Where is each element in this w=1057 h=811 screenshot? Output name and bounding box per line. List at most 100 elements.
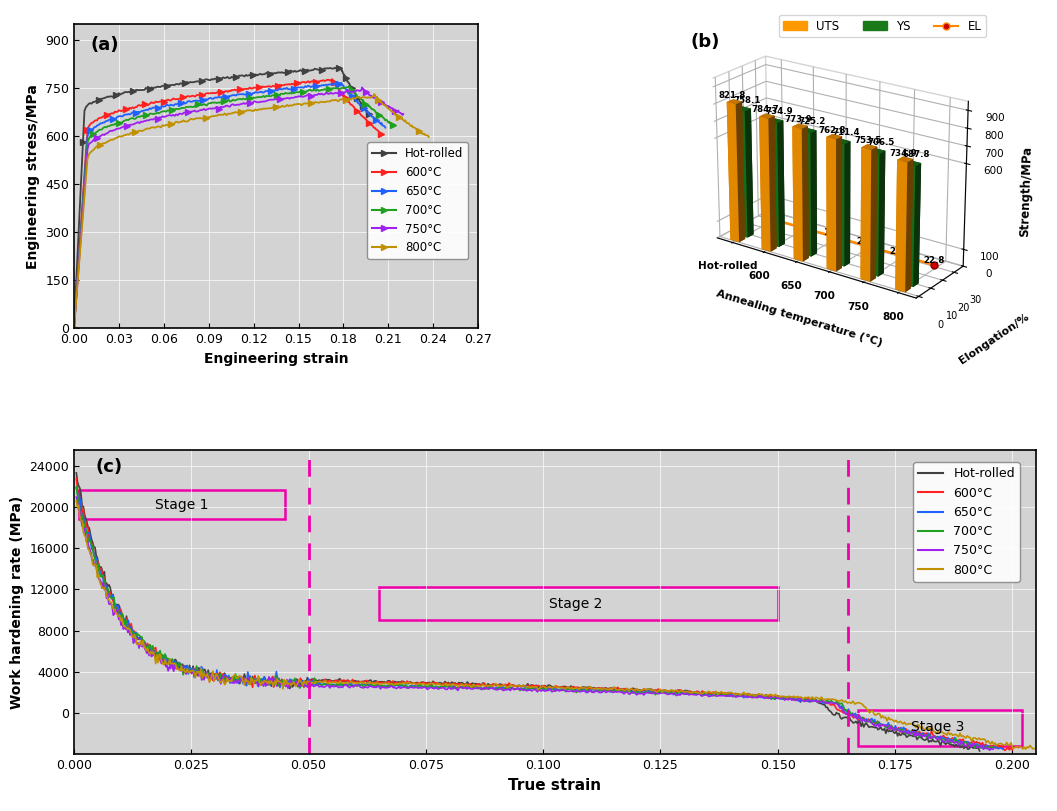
700°C xyxy=(70,482,82,491)
650°C xyxy=(222,671,235,680)
800°C xyxy=(220,678,233,688)
750°C xyxy=(376,98,389,108)
700°C xyxy=(757,692,769,702)
650°C xyxy=(752,692,764,702)
Line: 650°C: 650°C xyxy=(76,488,1003,749)
800°C xyxy=(1019,744,1032,754)
Legend: UTS, YS, EL: UTS, YS, EL xyxy=(779,15,986,37)
650°C xyxy=(335,78,348,88)
800°C xyxy=(395,114,408,123)
Legend: Hot-rolled, 600°C, 650°C, 700°C, 750°C, 800°C: Hot-rolled, 600°C, 650°C, 700°C, 750°C, … xyxy=(368,142,468,260)
650°C xyxy=(282,680,295,689)
750°C xyxy=(70,492,82,502)
700°C xyxy=(987,742,1000,752)
800°C xyxy=(68,324,80,333)
Hot-rolled xyxy=(199,75,211,84)
650°C xyxy=(293,679,305,689)
Text: Stage 3: Stage 3 xyxy=(911,720,964,735)
800°C xyxy=(278,102,291,112)
Line: 650°C: 650°C xyxy=(71,79,389,332)
Y-axis label: Work hardening rate (MPa): Work hardening rate (MPa) xyxy=(10,496,23,709)
800°C xyxy=(423,132,435,142)
Hot-rolled xyxy=(739,690,752,700)
Hot-rolled xyxy=(208,74,221,84)
700°C xyxy=(260,91,273,101)
Y-axis label: Elongation/%: Elongation/% xyxy=(957,312,1031,367)
Hot-rolled xyxy=(973,746,986,756)
800°C xyxy=(771,691,783,701)
Bar xyxy=(78,491,285,519)
750°C xyxy=(517,685,530,695)
Hot-rolled xyxy=(112,88,125,98)
750°C xyxy=(117,122,130,131)
Line: 600°C: 600°C xyxy=(71,76,384,332)
Legend: Hot-rolled, 600°C, 650°C, 700°C, 750°C, 800°C: Hot-rolled, 600°C, 650°C, 700°C, 750°C, … xyxy=(913,462,1020,581)
650°C xyxy=(997,744,1009,754)
X-axis label: Annealing temperature (°C): Annealing temperature (°C) xyxy=(715,288,884,348)
700°C xyxy=(261,92,274,101)
800°C xyxy=(226,108,239,118)
800°C xyxy=(119,131,132,140)
750°C xyxy=(220,101,233,110)
Line: 700°C: 700°C xyxy=(76,487,994,749)
700°C xyxy=(387,120,400,130)
600°C xyxy=(1006,745,1019,755)
Hot-rolled xyxy=(68,324,80,333)
800°C xyxy=(278,675,291,684)
600°C xyxy=(68,324,80,333)
650°C xyxy=(255,87,267,97)
Hot-rolled xyxy=(256,70,268,79)
Line: 750°C: 750°C xyxy=(76,497,994,750)
Line: 700°C: 700°C xyxy=(71,83,396,332)
750°C xyxy=(270,679,282,689)
Line: 800°C: 800°C xyxy=(71,91,432,332)
600°C xyxy=(289,677,301,687)
700°C xyxy=(342,81,355,91)
Text: Stage 2: Stage 2 xyxy=(550,597,602,611)
Hot-rolled xyxy=(363,109,375,118)
600°C xyxy=(251,83,263,92)
700°C xyxy=(365,103,377,113)
Hot-rolled xyxy=(516,681,528,691)
Line: Hot-rolled: Hot-rolled xyxy=(76,473,980,751)
750°C xyxy=(356,83,369,92)
600°C xyxy=(999,745,1012,755)
750°C xyxy=(214,676,226,685)
600°C xyxy=(114,106,127,116)
650°C xyxy=(200,94,212,104)
650°C xyxy=(379,122,392,132)
700°C xyxy=(980,744,993,753)
X-axis label: True strain: True strain xyxy=(508,778,601,792)
800°C xyxy=(1030,744,1042,753)
600°C xyxy=(374,129,387,139)
Hot-rolled xyxy=(772,693,784,703)
Line: 600°C: 600°C xyxy=(76,478,1013,750)
600°C xyxy=(248,83,261,92)
Line: 750°C: 750°C xyxy=(71,84,407,332)
Hot-rolled xyxy=(334,62,347,72)
600°C xyxy=(520,680,533,690)
650°C xyxy=(525,684,538,693)
600°C xyxy=(747,691,760,701)
750°C xyxy=(68,324,80,333)
600°C xyxy=(326,75,338,84)
700°C xyxy=(68,324,80,333)
700°C xyxy=(530,685,542,695)
750°C xyxy=(987,744,1000,753)
650°C xyxy=(257,88,270,97)
700°C xyxy=(297,677,310,687)
Hot-rolled xyxy=(220,672,233,681)
600°C xyxy=(220,676,233,686)
650°C xyxy=(68,324,80,333)
Hot-rolled xyxy=(349,88,361,98)
650°C xyxy=(785,694,798,704)
Hot-rolled xyxy=(289,678,301,688)
700°C xyxy=(790,695,802,705)
600°C xyxy=(278,676,291,686)
700°C xyxy=(214,98,226,108)
Hot-rolled xyxy=(254,69,266,79)
800°C xyxy=(289,680,301,689)
750°C xyxy=(279,682,292,692)
700°C xyxy=(203,98,216,108)
600°C xyxy=(205,88,218,98)
